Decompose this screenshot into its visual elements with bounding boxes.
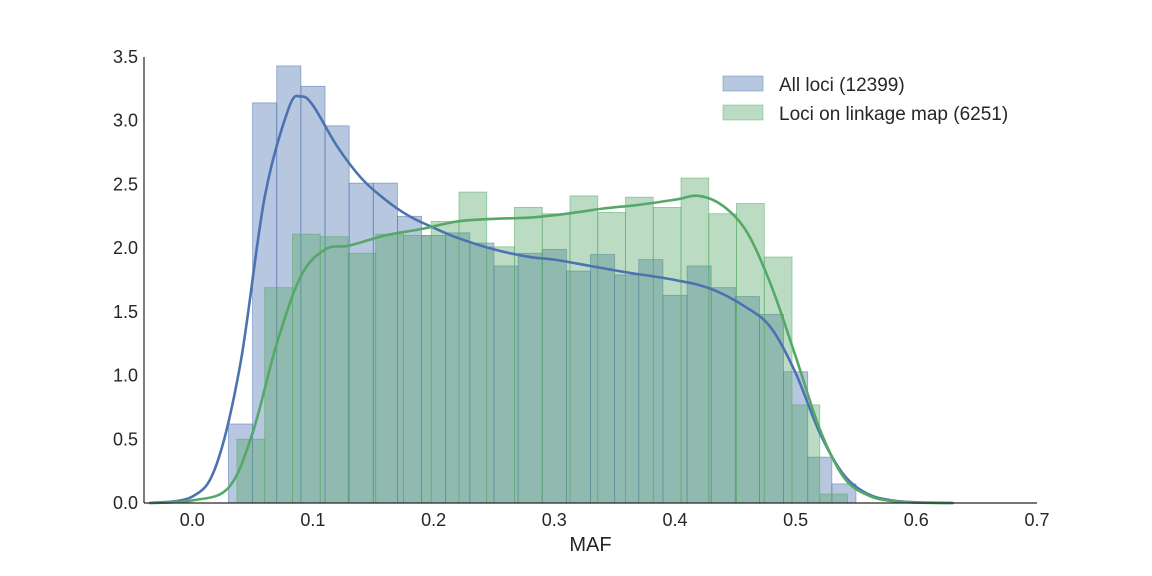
- bar-all-loci-17: [638, 259, 664, 504]
- bar-linkage-map-15: [652, 206, 682, 504]
- y-tick-label-0: 0.0: [113, 493, 138, 513]
- bar-linkage-map-21: [819, 493, 848, 504]
- y-tick-label-1: 0.5: [113, 429, 138, 449]
- x-tick-label-4: 0.4: [662, 510, 687, 530]
- x-tick-label-6: 0.6: [904, 510, 929, 530]
- legend-label-linkage-map: Loci on linkage map (6251): [779, 104, 1008, 125]
- y-tick-label-7: 3.5: [113, 47, 138, 67]
- axes: [143, 57, 1037, 504]
- legend-swatch-all-loci: [722, 75, 764, 92]
- bar-linkage-map-20: [791, 404, 821, 504]
- bar-all-loci-22: [759, 314, 784, 504]
- bar-linkage-map-0: [236, 438, 266, 504]
- bar-all-loci-19: [686, 265, 712, 504]
- x-tick-label-7: 0.7: [1024, 510, 1049, 530]
- bar-linkage-map-6: [403, 234, 432, 504]
- bar-all-loci-13: [541, 249, 567, 504]
- bar-all-loci-9: [445, 232, 471, 504]
- bar-all-loci-18: [662, 294, 688, 504]
- y-tick-labels: 0.0 0.5 1.0 1.5 2.0 2.5 3.0 3.5: [113, 47, 138, 513]
- bar-all-loci-7: [397, 215, 422, 504]
- bar-all-loci-15: [590, 254, 616, 504]
- y-tick-label-2: 1.0: [113, 366, 138, 386]
- bar-linkage-map-12: [569, 195, 599, 504]
- x-axis-label: MAF: [569, 534, 611, 556]
- bar-linkage-map-13: [597, 212, 626, 504]
- legend-label-all-loci: All loci (12399): [779, 75, 905, 96]
- y-tick-label-5: 2.5: [113, 174, 138, 194]
- y-tick-label-6: 3.0: [113, 111, 138, 131]
- bar-linkage-map-10: [514, 206, 543, 504]
- x-tick-label-3: 0.3: [542, 510, 567, 530]
- kde-curves: [148, 94, 954, 505]
- bar-linkage-map-18: [736, 203, 765, 504]
- bar-all-loci-21: [734, 296, 760, 504]
- histogram-bars: [228, 65, 857, 504]
- bar-linkage-map-19: [763, 256, 793, 504]
- bar-linkage-map-17: [708, 213, 737, 504]
- legend: All loci (12399) Loci on linkage map (62…: [722, 75, 1008, 125]
- bar-linkage-map-9: [486, 246, 515, 504]
- bar-linkage-map-14: [625, 196, 654, 504]
- y-tick-label-4: 2.0: [113, 238, 138, 258]
- bar-linkage-map-5: [375, 233, 404, 504]
- bar-all-loci-20: [710, 287, 736, 504]
- x-tick-label-5: 0.5: [783, 510, 808, 530]
- bar-linkage-map-2: [292, 233, 321, 504]
- bar-all-loci-5: [348, 182, 374, 504]
- x-tick-label-2: 0.2: [421, 510, 446, 530]
- x-tick-labels: 0.0 0.1 0.2 0.3 0.4 0.5 0.6 0.7: [180, 510, 1050, 530]
- bar-linkage-map-3: [319, 236, 349, 504]
- x-tick-label-1: 0.1: [300, 510, 325, 530]
- bar-all-loci-23: [783, 371, 809, 504]
- bar-linkage-map-7: [430, 220, 460, 504]
- bar-linkage-map-11: [541, 213, 571, 504]
- bar-linkage-map-16: [680, 177, 710, 504]
- x-tick-label-0: 0.0: [180, 510, 205, 530]
- bar-linkage-map-4: [347, 252, 377, 504]
- bar-linkage-map-1: [264, 287, 293, 504]
- bar-all-loci-16: [614, 274, 640, 504]
- legend-swatch-linkage-map: [722, 104, 764, 121]
- y-tick-label-3: 1.5: [113, 302, 138, 322]
- kde-curve-all-loci: [148, 94, 954, 505]
- kde-curve-linkage-map: [148, 194, 954, 505]
